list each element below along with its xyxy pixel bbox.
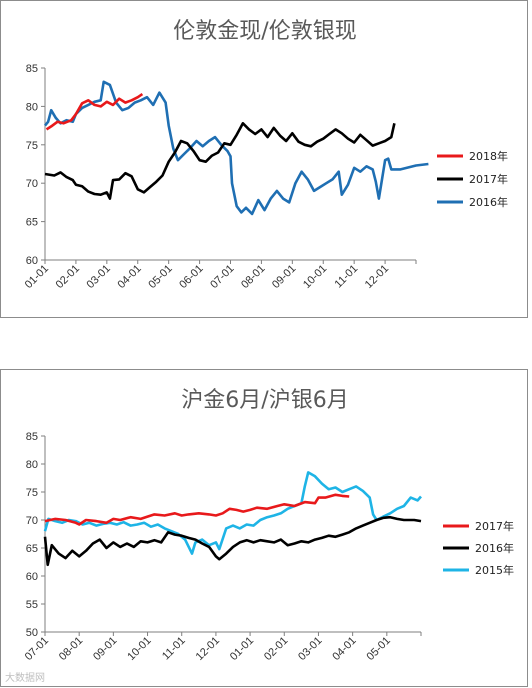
y-tick-label: 50 xyxy=(26,627,38,639)
y-tick-label: 85 xyxy=(26,431,38,443)
chart-title: 沪金6月/沪银6月 xyxy=(181,388,348,413)
x-tick-label: 05-01 xyxy=(146,263,174,291)
chart-panel-london: 伦敦金现/伦敦银现 60 65 70 75 80 85 01-01 02-01 03-01 04-… xyxy=(0,0,528,318)
x-tick-label: 12-01 xyxy=(194,635,222,663)
y-tick-label: 70 xyxy=(26,178,38,190)
x-tick-label: 04-01 xyxy=(115,263,143,291)
x-tick-label: 05-01 xyxy=(365,635,393,663)
series-line-2017年 xyxy=(44,122,396,200)
y-tick-label: 75 xyxy=(26,487,38,499)
legend-label: 2017年 xyxy=(469,172,508,186)
x-tick-label: 03-01 xyxy=(85,263,113,291)
x-tick-label: 02-01 xyxy=(262,635,290,663)
series-line-2017年 xyxy=(44,493,350,526)
legend-label: 2018年 xyxy=(469,149,508,163)
series-line-2018年 xyxy=(45,93,144,131)
x-tick-label: 10-01 xyxy=(301,263,329,291)
y-tick-label: 80 xyxy=(26,101,38,113)
y-tick-label: 70 xyxy=(26,515,38,527)
x-tick-label: 04-01 xyxy=(330,635,358,663)
y-tick-label: 60 xyxy=(26,255,38,267)
x-tick-label: 09-01 xyxy=(91,635,119,663)
x-tick-label: 03-01 xyxy=(296,635,324,663)
y-tick-label: 60 xyxy=(26,571,38,583)
legend: 2017年 2016年 2015年 xyxy=(443,519,514,577)
y-tick-label: 75 xyxy=(26,140,38,152)
legend-label: 2016年 xyxy=(469,195,508,209)
series-line-2016年 xyxy=(43,515,422,567)
x-tick-label: 11-01 xyxy=(160,635,188,663)
x-tick-label: 07-01 xyxy=(208,263,236,291)
x-tick-label: 01-01 xyxy=(228,635,256,663)
y-tick-label: 55 xyxy=(26,599,38,611)
x-tick-label: 09-01 xyxy=(270,263,298,291)
legend-label: 2016年 xyxy=(475,541,514,555)
legend-label: 2017年 xyxy=(475,519,514,533)
x-tick-label: 10-01 xyxy=(125,635,153,663)
y-tick-label: 85 xyxy=(26,63,38,75)
x-tick-label: 02-01 xyxy=(54,263,82,291)
legend-label: 2015年 xyxy=(475,563,514,577)
x-tick-label: 06-01 xyxy=(177,263,205,291)
y-tick-label: 80 xyxy=(26,459,38,471)
x-tick-label: 08-01 xyxy=(239,263,267,291)
y-tick-label: 65 xyxy=(26,217,38,229)
x-tick-label: 08-01 xyxy=(57,635,85,663)
x-tick-label: 11-01 xyxy=(332,263,360,291)
x-tick-label: 12-01 xyxy=(363,263,391,291)
legend: 2018年 2017年 2016年 xyxy=(437,149,508,209)
series-lines xyxy=(43,471,422,567)
y-tick-label: 65 xyxy=(26,543,38,555)
watermark: 大数据网 xyxy=(5,673,45,684)
series-line-2016年 xyxy=(43,80,429,216)
chart-panel-shanghai: 沪金6月/沪银6月 50 55 60 65 70 75 80 85 07-01 08-01 09-0… xyxy=(0,369,528,687)
series-lines xyxy=(43,80,429,216)
chart-title: 伦敦金现/伦敦银现 xyxy=(173,19,356,44)
